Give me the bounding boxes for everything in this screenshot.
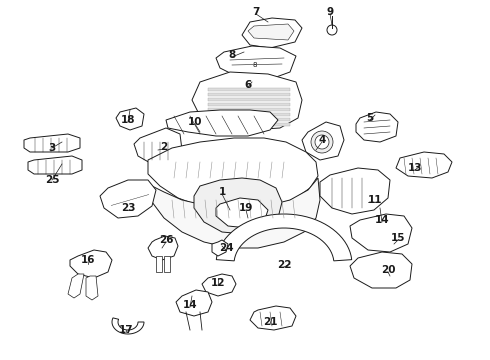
Circle shape <box>311 131 333 153</box>
Polygon shape <box>216 214 352 261</box>
Polygon shape <box>250 306 296 330</box>
Polygon shape <box>68 274 84 298</box>
Circle shape <box>327 25 337 35</box>
Polygon shape <box>208 108 290 111</box>
Text: 1: 1 <box>219 187 225 197</box>
Text: 24: 24 <box>219 243 233 253</box>
Text: 5: 5 <box>367 113 374 123</box>
Text: 2: 2 <box>160 142 168 152</box>
Text: 8: 8 <box>228 50 236 60</box>
Text: 16: 16 <box>81 255 95 265</box>
Text: 13: 13 <box>408 163 422 173</box>
Polygon shape <box>194 178 282 234</box>
Polygon shape <box>24 134 80 152</box>
Polygon shape <box>242 18 302 48</box>
Polygon shape <box>320 168 390 214</box>
Text: 3: 3 <box>49 143 56 153</box>
Text: 9: 9 <box>326 7 334 17</box>
Polygon shape <box>192 72 302 130</box>
Text: 19: 19 <box>239 203 253 213</box>
Text: 22: 22 <box>277 260 291 270</box>
Text: 23: 23 <box>121 203 135 213</box>
Polygon shape <box>212 240 228 256</box>
Polygon shape <box>356 112 398 142</box>
Circle shape <box>315 135 329 149</box>
Polygon shape <box>208 118 290 121</box>
Polygon shape <box>208 93 290 96</box>
Polygon shape <box>70 250 112 278</box>
Polygon shape <box>100 180 156 218</box>
Polygon shape <box>216 46 296 80</box>
Polygon shape <box>148 236 178 260</box>
Text: 20: 20 <box>381 265 395 275</box>
Text: 11: 11 <box>368 195 382 205</box>
Text: 10: 10 <box>188 117 202 127</box>
Polygon shape <box>166 110 278 136</box>
Polygon shape <box>350 214 412 252</box>
Polygon shape <box>350 252 412 288</box>
Text: 25: 25 <box>45 175 59 185</box>
Polygon shape <box>208 123 290 126</box>
Polygon shape <box>208 113 290 116</box>
Polygon shape <box>176 290 212 316</box>
Polygon shape <box>148 178 320 248</box>
Polygon shape <box>208 88 290 91</box>
Polygon shape <box>148 138 318 210</box>
Polygon shape <box>208 98 290 101</box>
Polygon shape <box>216 198 268 228</box>
Text: 7: 7 <box>252 7 260 17</box>
Polygon shape <box>302 122 344 160</box>
Polygon shape <box>86 276 98 300</box>
Polygon shape <box>134 128 182 164</box>
Text: 15: 15 <box>391 233 405 243</box>
Polygon shape <box>164 256 170 272</box>
Text: 18: 18 <box>121 115 135 125</box>
Text: 8: 8 <box>253 62 257 68</box>
Text: 14: 14 <box>183 300 197 310</box>
Polygon shape <box>116 108 144 130</box>
Polygon shape <box>112 318 144 334</box>
Polygon shape <box>156 256 162 272</box>
Polygon shape <box>396 152 452 178</box>
Polygon shape <box>202 274 236 296</box>
Text: 26: 26 <box>159 235 173 245</box>
Polygon shape <box>248 24 294 40</box>
Text: 12: 12 <box>211 278 225 288</box>
Text: 21: 21 <box>263 317 277 327</box>
Text: 17: 17 <box>119 325 133 335</box>
Text: 4: 4 <box>318 135 326 145</box>
Polygon shape <box>28 156 82 174</box>
Text: 14: 14 <box>375 215 390 225</box>
Polygon shape <box>208 103 290 106</box>
Text: 6: 6 <box>245 80 252 90</box>
